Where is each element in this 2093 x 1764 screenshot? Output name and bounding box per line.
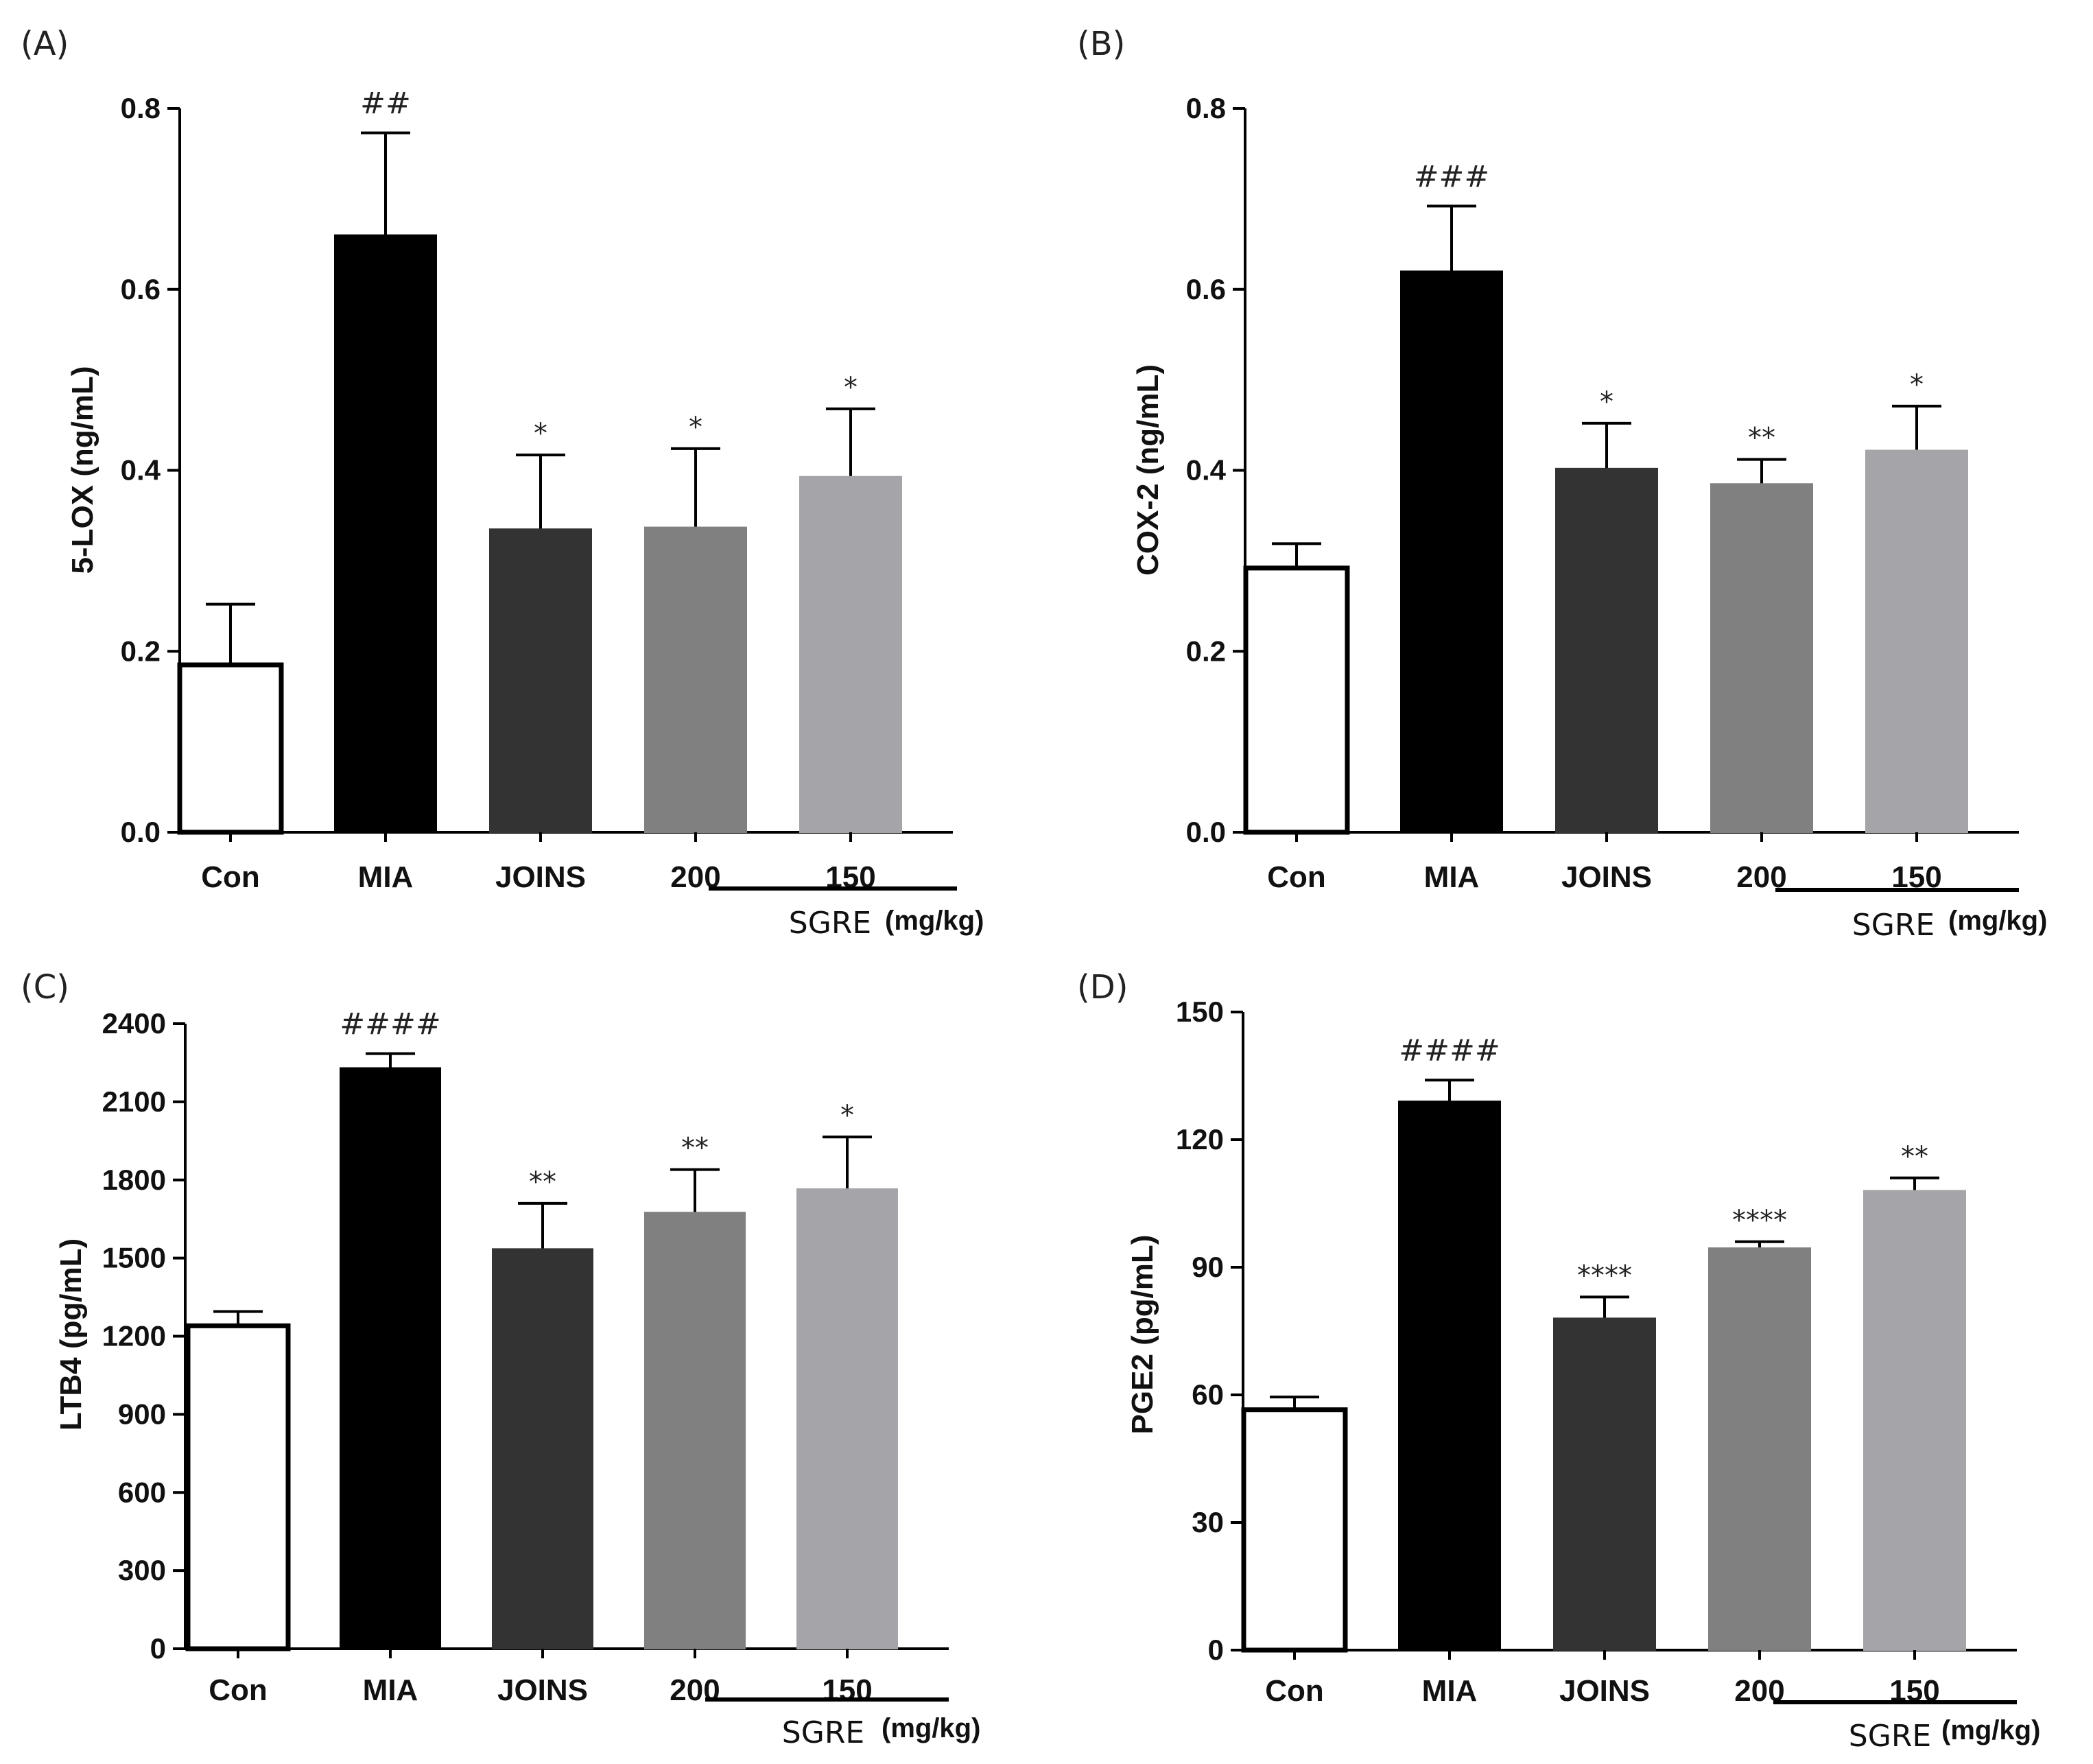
bar-150 xyxy=(799,475,902,833)
category-label: JOINS xyxy=(1559,1674,1650,1708)
y-tick-label: 0.8 xyxy=(121,92,161,124)
y-axis-label: COX-2 (ng/mL) xyxy=(1131,364,1165,576)
bar-150 xyxy=(1863,1190,1966,1651)
category-label: Con xyxy=(209,1673,268,1707)
significance-star: ** xyxy=(1748,423,1775,454)
significance-star: * xyxy=(689,412,702,443)
chart-panel-4: (D) 0 30 60 90 120 150 PGE2 (pg/mL) Con MIA #### JO… xyxy=(1077,968,2040,1754)
y-tick-label: 0 xyxy=(1208,1634,1224,1666)
bar-joins xyxy=(1553,1317,1656,1651)
y-tick-label: 600 xyxy=(118,1476,166,1508)
y-tick-label: 300 xyxy=(118,1554,166,1586)
bar-mia xyxy=(1400,270,1503,833)
group-label: SGRE xyxy=(789,906,871,941)
category-label: MIA xyxy=(358,860,414,894)
category-label: JOINS xyxy=(495,860,586,894)
group-label: SGRE xyxy=(1852,908,1935,943)
bar-200 xyxy=(644,1212,746,1649)
y-tick-label: 0 xyxy=(150,1632,166,1665)
significance-star: **** xyxy=(1732,1205,1787,1236)
bar-joins xyxy=(492,1248,593,1649)
y-tick-label: 900 xyxy=(118,1398,166,1430)
panel-label: (B) xyxy=(1077,25,1125,63)
bar-joins xyxy=(489,528,592,833)
y-tick-label: 150 xyxy=(1176,996,1224,1028)
y-tick-label: 2400 xyxy=(102,1007,166,1039)
y-axis-label: 5-LOX (ng/mL) xyxy=(66,366,99,574)
y-axis-label: LTB4 (pg/mL) xyxy=(54,1238,88,1431)
y-tick-label: 1200 xyxy=(102,1320,166,1352)
hash-annotation: ### xyxy=(1414,159,1490,194)
significance-star: * xyxy=(534,418,547,449)
bar-con xyxy=(1241,1407,1348,1653)
group-label: SGRE xyxy=(1849,1719,1931,1754)
significance-star: ** xyxy=(681,1133,709,1164)
category-label: 200 xyxy=(670,1673,720,1707)
bar-con xyxy=(177,662,284,835)
category-label: JOINS xyxy=(497,1673,588,1707)
hash-annotation: #### xyxy=(340,1007,440,1042)
panel-label: (C) xyxy=(21,968,69,1007)
y-tick-label: 60 xyxy=(1192,1378,1224,1411)
group-unit: (mg/kg) xyxy=(882,1713,980,1743)
significance-star: ** xyxy=(1901,1141,1928,1173)
y-tick-label: 1500 xyxy=(102,1242,166,1274)
bar-200 xyxy=(1710,483,1813,833)
significance-star: * xyxy=(1600,386,1613,418)
panel-label: (D) xyxy=(1077,968,1128,1007)
significance-star: * xyxy=(840,1100,854,1131)
chart-panel-2: (B) 0.0 0.2 0.4 0.6 0.8 COX-2 (ng/mL) Con MIA ###… xyxy=(1077,25,2047,943)
y-tick-label: 0.0 xyxy=(121,816,161,848)
y-tick-label: 0.0 xyxy=(1186,816,1226,848)
category-label: MIA xyxy=(1424,860,1480,894)
category-label: JOINS xyxy=(1561,860,1652,894)
y-tick-label: 0.6 xyxy=(1186,273,1226,305)
significance-star: **** xyxy=(1577,1260,1632,1291)
chart-panel-3: (C) 0 300 600 900 1200 1500 1800 2100 2400 LTB4 (p… xyxy=(21,968,980,1750)
bar-150 xyxy=(796,1188,898,1649)
panel-label: (A) xyxy=(21,25,69,63)
significance-star: ** xyxy=(529,1166,556,1198)
group-label: SGRE xyxy=(782,1715,864,1750)
bar-joins xyxy=(1555,467,1658,833)
significance-star: * xyxy=(1910,369,1924,401)
group-unit: (mg/kg) xyxy=(885,906,984,936)
bar-mia xyxy=(334,234,437,833)
significance-star: * xyxy=(844,372,858,403)
category-label: 150 xyxy=(822,1673,872,1707)
chart-panel-1: (A) 0.0 0.2 0.4 0.6 0.8 5-LOX (ng/mL) Con MIA ## J… xyxy=(21,25,984,941)
bar-mia xyxy=(1398,1101,1501,1651)
y-tick-label: 1800 xyxy=(102,1164,166,1196)
y-tick-label: 30 xyxy=(1192,1506,1224,1538)
y-tick-label: 0.2 xyxy=(121,635,161,667)
group-unit: (mg/kg) xyxy=(1941,1715,2040,1745)
category-label: Con xyxy=(1265,1674,1324,1708)
group-unit: (mg/kg) xyxy=(1948,906,2047,936)
category-label: Con xyxy=(1267,860,1326,894)
y-axis-label: PGE2 (pg/mL) xyxy=(1126,1235,1159,1435)
hash-annotation: #### xyxy=(1399,1033,1500,1068)
bar-150 xyxy=(1865,449,1968,833)
category-label: MIA xyxy=(1422,1674,1478,1708)
category-label: MIA xyxy=(363,1673,418,1707)
bar-con xyxy=(185,1323,291,1651)
y-tick-label: 90 xyxy=(1192,1251,1224,1283)
bar-mia xyxy=(340,1067,441,1649)
y-tick-label: 0.6 xyxy=(121,273,161,305)
hash-annotation: ## xyxy=(360,86,411,121)
y-tick-label: 0.8 xyxy=(1186,92,1226,124)
y-tick-label: 120 xyxy=(1176,1123,1224,1155)
bar-con xyxy=(1243,565,1350,835)
category-label: Con xyxy=(201,860,260,894)
bar-200 xyxy=(644,526,747,833)
y-tick-label: 2100 xyxy=(102,1085,166,1118)
bar-200 xyxy=(1708,1247,1811,1651)
y-tick-label: 0.4 xyxy=(1186,454,1227,486)
y-tick-label: 0.4 xyxy=(121,454,161,486)
y-tick-label: 0.2 xyxy=(1186,635,1226,667)
